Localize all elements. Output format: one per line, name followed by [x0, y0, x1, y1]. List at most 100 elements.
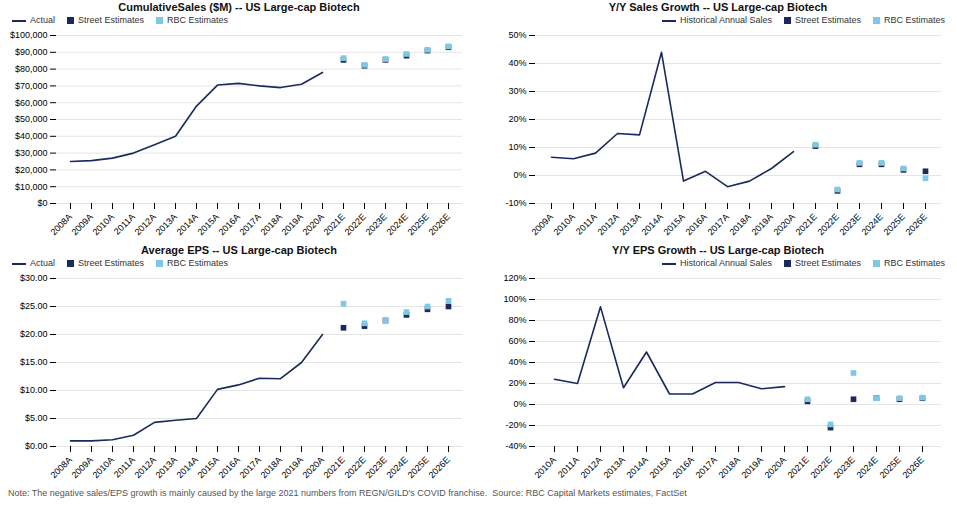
svg-text:2014A: 2014A [639, 212, 664, 237]
svg-text:$15.00: $15.00 [20, 357, 48, 367]
svg-text:$80,000: $80,000 [15, 64, 48, 74]
svg-text:2019A: 2019A [279, 455, 304, 480]
svg-text:2010A: 2010A [551, 212, 576, 237]
svg-text:$50,000: $50,000 [15, 114, 48, 124]
svg-text:2010A: 2010A [90, 455, 115, 480]
svg-text:2011A: 2011A [556, 455, 581, 480]
svg-text:2026E: 2026E [426, 212, 451, 237]
svg-text:2012A: 2012A [132, 212, 157, 237]
svg-text:2019A: 2019A [749, 212, 774, 237]
svg-text:2013A: 2013A [153, 212, 178, 237]
svg-text:2024E: 2024E [859, 212, 884, 237]
svg-text:2026E: 2026E [900, 455, 925, 480]
svg-text:2011A: 2011A [112, 212, 137, 237]
svg-text:0%: 0% [513, 170, 526, 180]
svg-text:2014A: 2014A [174, 455, 199, 480]
svg-text:2023E: 2023E [363, 455, 388, 480]
svg-text:$10.00: $10.00 [20, 385, 48, 395]
svg-text:$10,000: $10,000 [15, 182, 48, 192]
svg-text:2010A: 2010A [532, 455, 557, 480]
svg-text:$40,000: $40,000 [15, 131, 48, 141]
svg-text:40%: 40% [508, 357, 526, 367]
svg-text:50%: 50% [508, 30, 526, 40]
svg-text:2017A: 2017A [237, 455, 262, 480]
svg-text:20%: 20% [508, 378, 526, 388]
svg-text:2023E: 2023E [363, 212, 388, 237]
svg-text:$30.00: $30.00 [20, 273, 48, 283]
svg-text:2015A: 2015A [195, 212, 220, 237]
svg-text:2025E: 2025E [405, 455, 430, 480]
svg-text:2021E: 2021E [793, 212, 818, 237]
svg-text:2017A: 2017A [705, 212, 730, 237]
svg-text:80%: 80% [508, 315, 526, 325]
svg-text:2025E: 2025E [881, 212, 906, 237]
svg-text:100%: 100% [503, 294, 526, 304]
svg-text:2013A: 2013A [153, 455, 178, 480]
svg-text:2021E: 2021E [785, 455, 810, 480]
svg-text:$0.00: $0.00 [25, 441, 48, 451]
svg-text:2025E: 2025E [877, 455, 902, 480]
svg-text:20%: 20% [508, 114, 526, 124]
svg-text:2009A: 2009A [69, 212, 94, 237]
svg-text:60%: 60% [508, 336, 526, 346]
svg-text:-40%: -40% [505, 441, 526, 451]
svg-text:$20.00: $20.00 [20, 329, 48, 339]
svg-text:2008A: 2008A [48, 212, 73, 237]
svg-text:-10%: -10% [505, 198, 526, 208]
svg-text:$100,000: $100,000 [10, 30, 48, 40]
svg-text:2024E: 2024E [384, 455, 409, 480]
svg-text:2016A: 2016A [216, 455, 241, 480]
svg-text:10%: 10% [508, 142, 526, 152]
svg-text:2025E: 2025E [405, 212, 430, 237]
svg-text:2013A: 2013A [617, 212, 642, 237]
svg-text:$90,000: $90,000 [15, 47, 48, 57]
svg-text:2012A: 2012A [578, 455, 603, 480]
svg-text:$30,000: $30,000 [15, 148, 48, 158]
svg-text:2015A: 2015A [647, 455, 672, 480]
svg-text:2015A: 2015A [195, 455, 220, 480]
svg-text:2011A: 2011A [574, 212, 599, 237]
svg-text:2021E: 2021E [321, 455, 346, 480]
svg-text:2020A: 2020A [300, 455, 325, 480]
svg-text:2009A: 2009A [529, 212, 554, 237]
svg-text:30%: 30% [508, 86, 526, 96]
svg-text:2026E: 2026E [426, 455, 451, 480]
svg-text:2018A: 2018A [716, 455, 741, 480]
svg-text:2010A: 2010A [90, 212, 115, 237]
svg-text:40%: 40% [508, 58, 526, 68]
svg-text:2019A: 2019A [279, 212, 304, 237]
svg-text:2011A: 2011A [112, 455, 137, 480]
svg-text:2018A: 2018A [727, 212, 752, 237]
svg-text:2022E: 2022E [342, 455, 367, 480]
svg-text:2013A: 2013A [601, 455, 626, 480]
svg-text:2012A: 2012A [595, 212, 620, 237]
svg-text:-20%: -20% [505, 420, 526, 430]
svg-text:120%: 120% [503, 273, 526, 283]
svg-text:2022E: 2022E [815, 212, 840, 237]
svg-text:2016A: 2016A [670, 455, 695, 480]
svg-text:2023E: 2023E [837, 212, 862, 237]
svg-text:$0: $0 [37, 198, 47, 208]
svg-text:2020A: 2020A [771, 212, 796, 237]
svg-text:2012A: 2012A [132, 455, 157, 480]
svg-text:2008A: 2008A [48, 455, 73, 480]
svg-text:2018A: 2018A [258, 212, 283, 237]
svg-text:2020A: 2020A [300, 212, 325, 237]
svg-text:$20,000: $20,000 [15, 165, 48, 175]
svg-text:2015A: 2015A [661, 212, 686, 237]
svg-text:$70,000: $70,000 [15, 81, 48, 91]
svg-text:2016A: 2016A [216, 212, 241, 237]
svg-text:2014A: 2014A [624, 455, 649, 480]
svg-text:2023E: 2023E [831, 455, 856, 480]
svg-text:0%: 0% [513, 399, 526, 409]
svg-text:2024E: 2024E [384, 212, 409, 237]
svg-text:2017A: 2017A [693, 455, 718, 480]
svg-text:2019A: 2019A [739, 455, 764, 480]
svg-text:2026E: 2026E [903, 212, 928, 237]
svg-text:2017A: 2017A [237, 212, 262, 237]
svg-text:$5.00: $5.00 [25, 413, 48, 423]
svg-text:$60,000: $60,000 [15, 98, 48, 108]
svg-text:2022E: 2022E [342, 212, 367, 237]
svg-text:2024E: 2024E [854, 455, 879, 480]
svg-text:$25.00: $25.00 [20, 301, 48, 311]
